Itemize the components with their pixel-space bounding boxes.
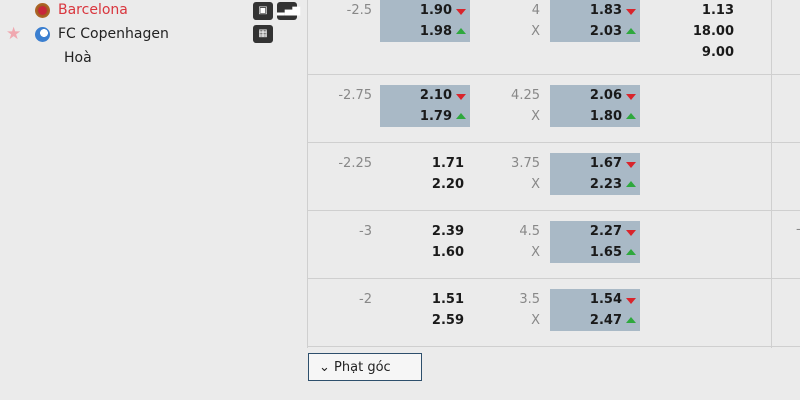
odd-top[interactable]: 1.71 bbox=[431, 156, 464, 171]
away-team[interactable]: FC Copenhagen bbox=[58, 26, 169, 42]
draw-label: Hoà bbox=[64, 50, 92, 66]
up-arrow-icon bbox=[456, 113, 466, 119]
odd-bottom[interactable]: 2.59 bbox=[431, 313, 464, 328]
up-arrow-icon bbox=[626, 317, 636, 323]
odd-top[interactable]: 1.51 bbox=[431, 292, 464, 307]
total-odds[interactable]: 1.67 2.23 bbox=[550, 153, 640, 195]
odd-top[interactable]: 2.27 bbox=[589, 224, 622, 239]
odd-top[interactable]: 1.67 bbox=[589, 156, 622, 171]
handicap-odds[interactable]: 1.51 2.59 bbox=[380, 289, 470, 331]
corner-label: Phạt góc bbox=[334, 360, 391, 375]
odds-row: -3 2.39 1.60 4.5 X 2.27 1.65 bbox=[308, 211, 800, 279]
handicap-odds[interactable]: 1.90 1.98 bbox=[380, 0, 470, 42]
total-x: X bbox=[531, 109, 540, 124]
total-odds[interactable]: 2.06 1.80 bbox=[550, 85, 640, 127]
odds-row: -2 1.51 2.59 3.5 X 1.54 2.47 bbox=[308, 279, 800, 347]
up-arrow-icon bbox=[626, 113, 636, 119]
handicap-line: -3 bbox=[359, 224, 372, 239]
total-odds[interactable]: 2.27 1.65 bbox=[550, 221, 640, 263]
down-arrow-icon bbox=[456, 94, 466, 100]
favorite-star-icon[interactable]: ★ bbox=[6, 24, 22, 44]
up-arrow-icon bbox=[626, 28, 636, 34]
down-arrow-icon bbox=[626, 230, 636, 236]
odd-bottom[interactable]: 1.79 bbox=[419, 109, 452, 124]
odds-fragment: - bbox=[796, 222, 800, 237]
total-line: 4 bbox=[531, 3, 540, 18]
odds-row: -2.25 1.71 2.20 3.75 X 1.67 2.23 bbox=[308, 143, 800, 211]
stats-icon[interactable]: ▂▄▆ bbox=[277, 2, 300, 20]
odd-bottom[interactable]: 2.23 bbox=[589, 177, 622, 192]
odd-top[interactable]: 1.90 bbox=[419, 3, 452, 18]
corner-toggle-button[interactable]: ⌄ Phạt góc bbox=[308, 353, 422, 381]
total-line: 3.75 bbox=[511, 156, 540, 171]
odd-bottom[interactable]: 1.65 bbox=[589, 245, 622, 260]
handicap-line: -2.25 bbox=[338, 156, 372, 171]
odd-top[interactable]: 1.83 bbox=[589, 3, 622, 18]
total-line: 3.5 bbox=[519, 292, 540, 307]
table-left-border bbox=[307, 0, 308, 348]
1x2-odd[interactable]: 18.00 bbox=[692, 24, 734, 39]
lineup-icon[interactable]: ▦ bbox=[253, 25, 273, 43]
odds-row: -2.75 2.10 1.79 4.25 X 2.06 1.80 bbox=[308, 75, 800, 143]
odd-top[interactable]: 2.06 bbox=[589, 88, 622, 103]
barcelona-logo bbox=[35, 3, 50, 18]
handicap-line: -2.5 bbox=[346, 3, 372, 18]
handicap-odds[interactable]: 2.10 1.79 bbox=[380, 85, 470, 127]
up-arrow-icon bbox=[626, 181, 636, 187]
down-arrow-icon bbox=[456, 9, 466, 15]
handicap-odds[interactable]: 1.71 2.20 bbox=[380, 153, 470, 195]
handicap-line: -2 bbox=[359, 292, 372, 307]
odd-bottom[interactable]: 1.60 bbox=[431, 245, 464, 260]
odd-top[interactable]: 2.10 bbox=[419, 88, 452, 103]
total-x: X bbox=[531, 24, 540, 39]
total-line: 4.5 bbox=[519, 224, 540, 239]
home-team[interactable]: Barcelona bbox=[58, 2, 128, 18]
up-arrow-icon bbox=[626, 249, 636, 255]
down-arrow-icon bbox=[626, 94, 636, 100]
total-x: X bbox=[531, 313, 540, 328]
handicap-line: -2.75 bbox=[338, 88, 372, 103]
odd-bottom[interactable]: 2.20 bbox=[431, 177, 464, 192]
odd-bottom[interactable]: 2.47 bbox=[589, 313, 622, 328]
chevron-down-icon: ⌄ bbox=[319, 360, 330, 375]
total-line: 4.25 bbox=[511, 88, 540, 103]
handicap-odds[interactable]: 2.39 1.60 bbox=[380, 221, 470, 263]
odd-bottom[interactable]: 2.03 bbox=[589, 24, 622, 39]
monitor-icon[interactable]: ▣ bbox=[253, 2, 273, 20]
down-arrow-icon bbox=[626, 298, 636, 304]
1x2-odd[interactable]: 9.00 bbox=[701, 45, 734, 60]
odd-bottom[interactable]: 1.80 bbox=[589, 109, 622, 124]
up-arrow-icon bbox=[456, 28, 466, 34]
odd-bottom[interactable]: 1.98 bbox=[419, 24, 452, 39]
total-odds[interactable]: 1.54 2.47 bbox=[550, 289, 640, 331]
total-odds[interactable]: 1.83 2.03 bbox=[550, 0, 640, 42]
odds-row: -2.5 1.90 1.98 4 X 1.83 2.03 1.13 18.00 9.0… bbox=[308, 0, 800, 75]
copenhagen-logo bbox=[35, 27, 50, 42]
odd-top[interactable]: 2.39 bbox=[431, 224, 464, 239]
1x2-odd[interactable]: 1.13 bbox=[701, 3, 734, 18]
down-arrow-icon bbox=[626, 9, 636, 15]
total-x: X bbox=[531, 245, 540, 260]
total-x: X bbox=[531, 177, 540, 192]
table-column-divider bbox=[771, 0, 772, 348]
odd-top[interactable]: 1.54 bbox=[589, 292, 622, 307]
down-arrow-icon bbox=[626, 162, 636, 168]
